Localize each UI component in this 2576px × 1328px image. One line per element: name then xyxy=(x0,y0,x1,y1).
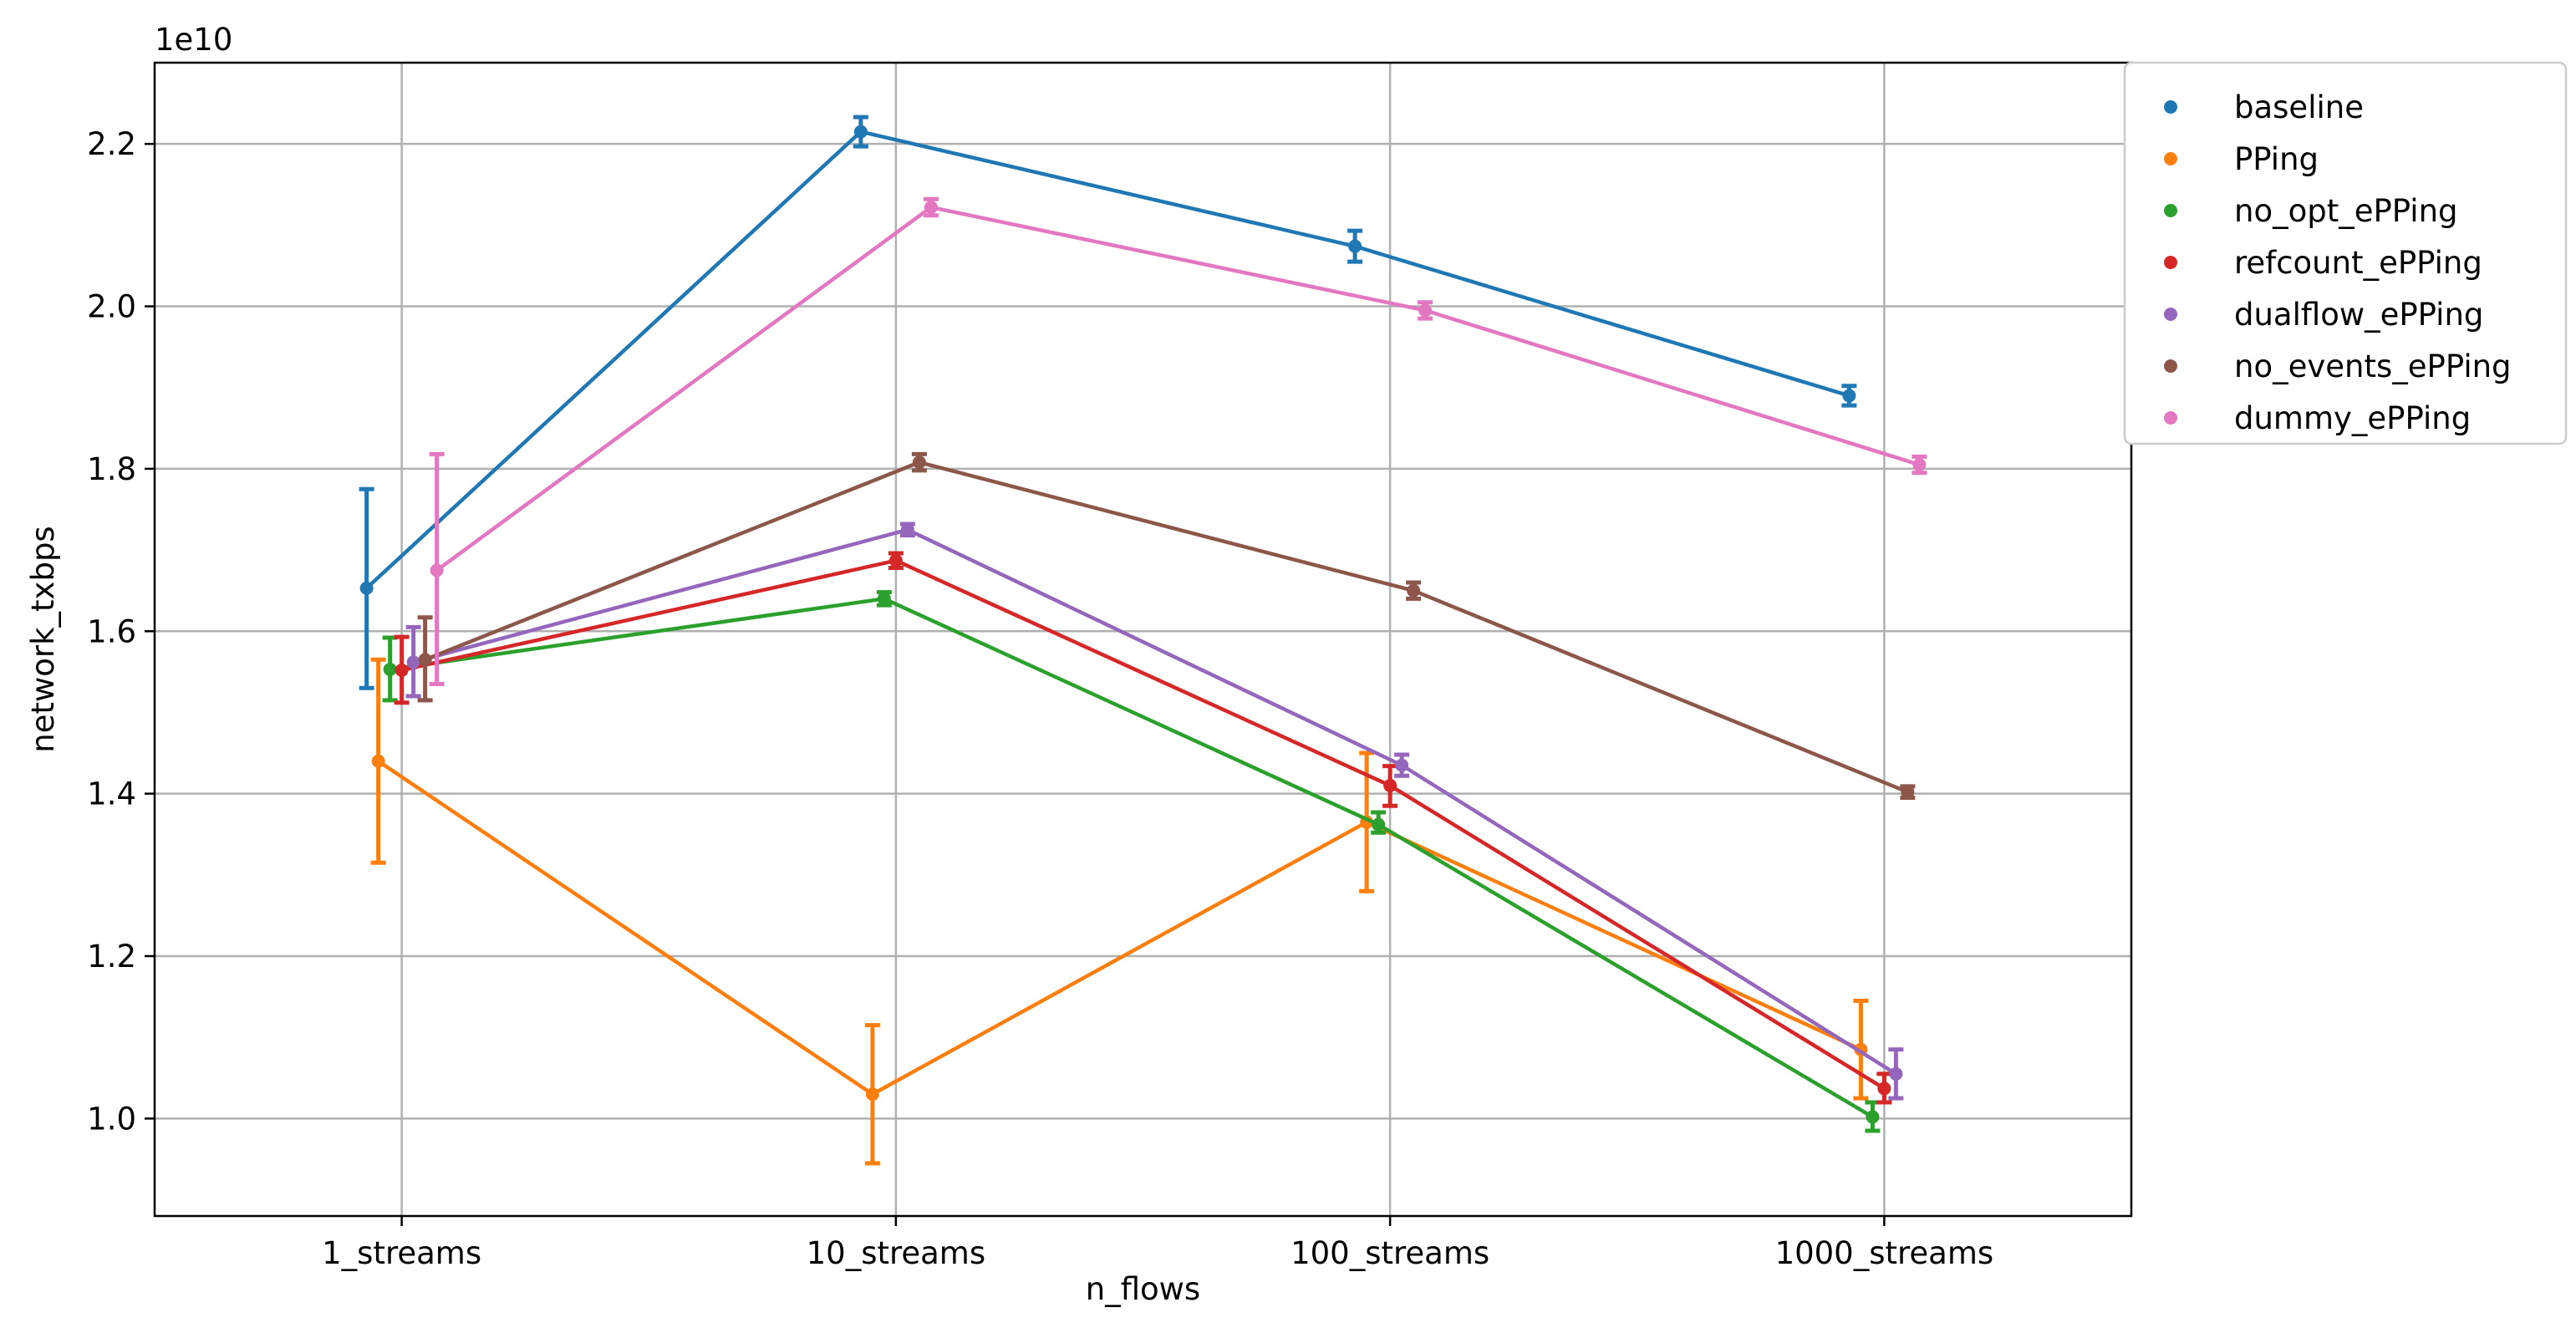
legend-item: PPing xyxy=(2164,141,2319,177)
data-point xyxy=(853,125,868,139)
data-point xyxy=(1383,778,1397,792)
data-point xyxy=(1901,785,1915,799)
y-tick-label: 1.8 xyxy=(87,451,136,487)
legend-label: dualflow_ePPing xyxy=(2234,297,2483,333)
data-point xyxy=(406,655,420,669)
legend-marker xyxy=(2164,411,2177,425)
data-point xyxy=(1395,758,1409,772)
series-layer xyxy=(359,114,1927,1166)
series-refcount_ePPing xyxy=(394,551,1892,1105)
data-point xyxy=(924,200,938,214)
y-axis-title: network_txbps xyxy=(25,526,61,752)
legend-frame xyxy=(2123,61,2568,445)
y-axis: 1.0 1.2 1.4 1.6 1.8 2.0 2.2 xyxy=(87,126,155,1137)
legend-label: PPing xyxy=(2234,141,2319,177)
legend-marker xyxy=(2164,359,2177,373)
y-tick-label: 2.0 xyxy=(87,289,136,325)
x-tick-label: 1000_streams xyxy=(1775,1235,1994,1271)
legend-item: no_events_ePPing xyxy=(2164,349,2512,384)
data-point xyxy=(900,522,914,537)
y-tick-label: 1.2 xyxy=(87,939,136,974)
legend-marker xyxy=(2164,308,2177,321)
legend-marker xyxy=(2164,256,2177,269)
legend-marker xyxy=(2164,100,2177,114)
x-tick-label: 1_streams xyxy=(322,1235,481,1271)
data-point xyxy=(1372,817,1386,832)
series-line xyxy=(389,597,1874,1119)
series-line xyxy=(365,130,1851,590)
legend: baseline PPing no_opt_ePPing refcount_ePPin… xyxy=(2123,61,2568,445)
legend-label: no_events_ePPing xyxy=(2234,349,2512,384)
data-point xyxy=(888,553,903,567)
x-axis: 1_streams 10_streams 100_streams 1000_strea… xyxy=(322,1216,1993,1271)
data-point xyxy=(1877,1081,1891,1096)
data-point xyxy=(1407,583,1421,598)
series-line xyxy=(424,460,1909,794)
data-point xyxy=(1889,1066,1903,1081)
data-point xyxy=(912,455,926,470)
y-tick-label: 1.6 xyxy=(87,613,136,649)
series-line xyxy=(435,205,1921,572)
y-tick-label: 1.0 xyxy=(87,1101,136,1137)
data-point xyxy=(418,653,432,667)
plot-frame xyxy=(153,61,2133,1218)
data-point xyxy=(1912,458,1927,472)
legend-item: baseline xyxy=(2164,89,2364,125)
data-point xyxy=(1866,1110,1880,1124)
data-point xyxy=(383,662,397,676)
series-no_opt_ePPing xyxy=(382,590,1881,1133)
data-point xyxy=(371,754,385,768)
legend-marker xyxy=(2164,152,2177,165)
series-line xyxy=(377,759,1862,1096)
y-exponent-label: 1e10 xyxy=(155,22,232,58)
legend-item: dummy_ePPing xyxy=(2164,400,2471,436)
legend-item: refcount_ePPing xyxy=(2164,245,2482,281)
y-tick-label: 1.4 xyxy=(87,776,136,812)
data-point xyxy=(1418,303,1433,318)
series-dummy_ePPing xyxy=(429,196,1927,686)
series-baseline xyxy=(359,114,1857,690)
data-point xyxy=(865,1087,879,1102)
data-point xyxy=(395,663,409,677)
series-dualflow_ePPing xyxy=(405,522,1904,1101)
series-line xyxy=(401,558,1886,1091)
grid-lines xyxy=(155,63,2131,1216)
data-point xyxy=(1348,239,1362,253)
data-point xyxy=(877,592,891,606)
x-axis-title: n_flows xyxy=(1086,1271,1200,1307)
legend-label: refcount_ePPing xyxy=(2234,245,2482,281)
series-line xyxy=(413,527,1897,1076)
x-tick-label: 100_streams xyxy=(1291,1235,1489,1271)
legend-label: dummy_ePPing xyxy=(2234,400,2471,436)
data-point xyxy=(430,563,444,578)
x-tick-label: 10_streams xyxy=(807,1235,986,1271)
legend-marker xyxy=(2164,204,2177,217)
legend-label: baseline xyxy=(2234,89,2364,125)
y-tick-label: 2.2 xyxy=(87,126,136,162)
series-no_events_ePPing xyxy=(417,451,1916,801)
legend-item: dualflow_ePPing xyxy=(2164,297,2483,333)
legend-label: no_opt_ePPing xyxy=(2234,193,2458,229)
data-point xyxy=(1842,389,1856,403)
data-point xyxy=(359,581,374,595)
legend-item: no_opt_ePPing xyxy=(2164,193,2458,229)
